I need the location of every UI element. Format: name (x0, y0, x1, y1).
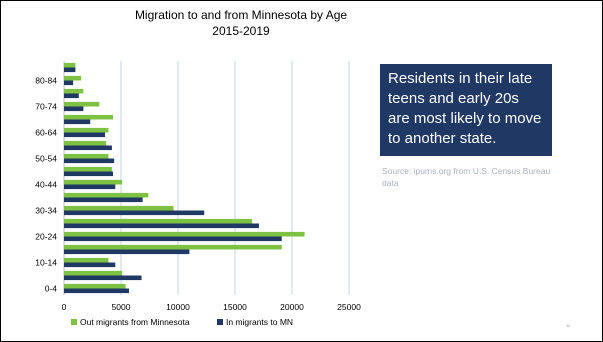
x-tick-label: 20000 (280, 302, 304, 312)
bar-out-25-29 (64, 218, 253, 224)
x-tick-label: 5000 (112, 302, 131, 312)
y-tick-label: 50-54 (35, 154, 57, 164)
bar-out-65-69 (64, 114, 114, 120)
bar-in-15-19 (64, 249, 190, 255)
source-note: Source: ipums.org from U.S. Census Burea… (382, 166, 551, 188)
bar-in-55-59 (64, 145, 112, 151)
bar-in-85+ (64, 67, 76, 73)
bar-in-50-54 (64, 158, 115, 164)
y-tick-label: 20-24 (35, 232, 57, 242)
x-tick-label: 25000 (337, 302, 361, 312)
bar-out-60-64 (64, 127, 109, 133)
bar-out-10-14 (64, 257, 109, 263)
bar-out-0-4 (64, 283, 126, 289)
bar-in-40-44 (64, 184, 116, 190)
bar-out-85+ (64, 62, 76, 68)
y-tick-label: 0-4 (45, 284, 58, 294)
y-tick-label: 10-14 (35, 258, 57, 268)
bar-in-20-24 (64, 236, 282, 242)
chart-title: Migration to and from Minnesota by Age 2… (61, 7, 421, 39)
bar-out-80-84 (64, 75, 82, 81)
bar-out-75-79 (64, 88, 84, 94)
bar-out-30-34 (64, 205, 174, 211)
x-tick-label: 15000 (223, 302, 247, 312)
bar-out-40-44 (64, 179, 123, 185)
bar-in-10-14 (64, 262, 116, 268)
bar-in-65-69 (64, 119, 91, 125)
bar-in-30-34 (64, 210, 205, 216)
bar-in-25-29 (64, 223, 259, 229)
legend-swatch-out (71, 319, 77, 325)
x-tick-label: 0 (62, 302, 67, 312)
x-tick-label: 10000 (166, 302, 190, 312)
bar-in-35-39 (64, 197, 143, 203)
bar-out-50-54 (64, 153, 109, 159)
legend-label-out: Out migrants from Minnesota (80, 317, 190, 327)
y-tick-label: 80-84 (35, 76, 57, 86)
y-tick-label: 70-74 (35, 102, 57, 112)
bar-out-70-74 (64, 101, 100, 107)
y-tick-label: 40-44 (35, 180, 57, 190)
y-tick-label: 60-64 (35, 128, 57, 138)
y-tick-label: 30-34 (35, 206, 57, 216)
bar-in-60-64 (64, 132, 106, 138)
slide-number: 11 (566, 323, 571, 328)
legend-label-in: In migrants to MN (226, 317, 293, 327)
bar-in-0-4 (64, 288, 129, 294)
chart-title-line1: Migration to and from Minnesota by Age (134, 8, 348, 22)
bar-out-15-19 (64, 244, 282, 250)
chart-title-line2: 2015-2019 (212, 24, 270, 38)
bar-out-45-49 (64, 166, 112, 172)
bar-in-70-74 (64, 106, 84, 112)
bar-out-20-24 (64, 231, 305, 237)
bar-out-55-59 (64, 140, 107, 146)
legend-swatch-in (217, 319, 223, 325)
bar-in-80-84 (64, 80, 74, 86)
bar-in-75-79 (64, 93, 79, 99)
callout-text: Residents in their late teens and early … (388, 70, 542, 147)
bar-out-35-39 (64, 192, 149, 198)
bar-in-45-49 (64, 171, 114, 177)
bar-in-5-9 (64, 275, 142, 281)
callout-box: Residents in their late teens and early … (380, 64, 552, 156)
bar-out-5-9 (64, 270, 123, 276)
